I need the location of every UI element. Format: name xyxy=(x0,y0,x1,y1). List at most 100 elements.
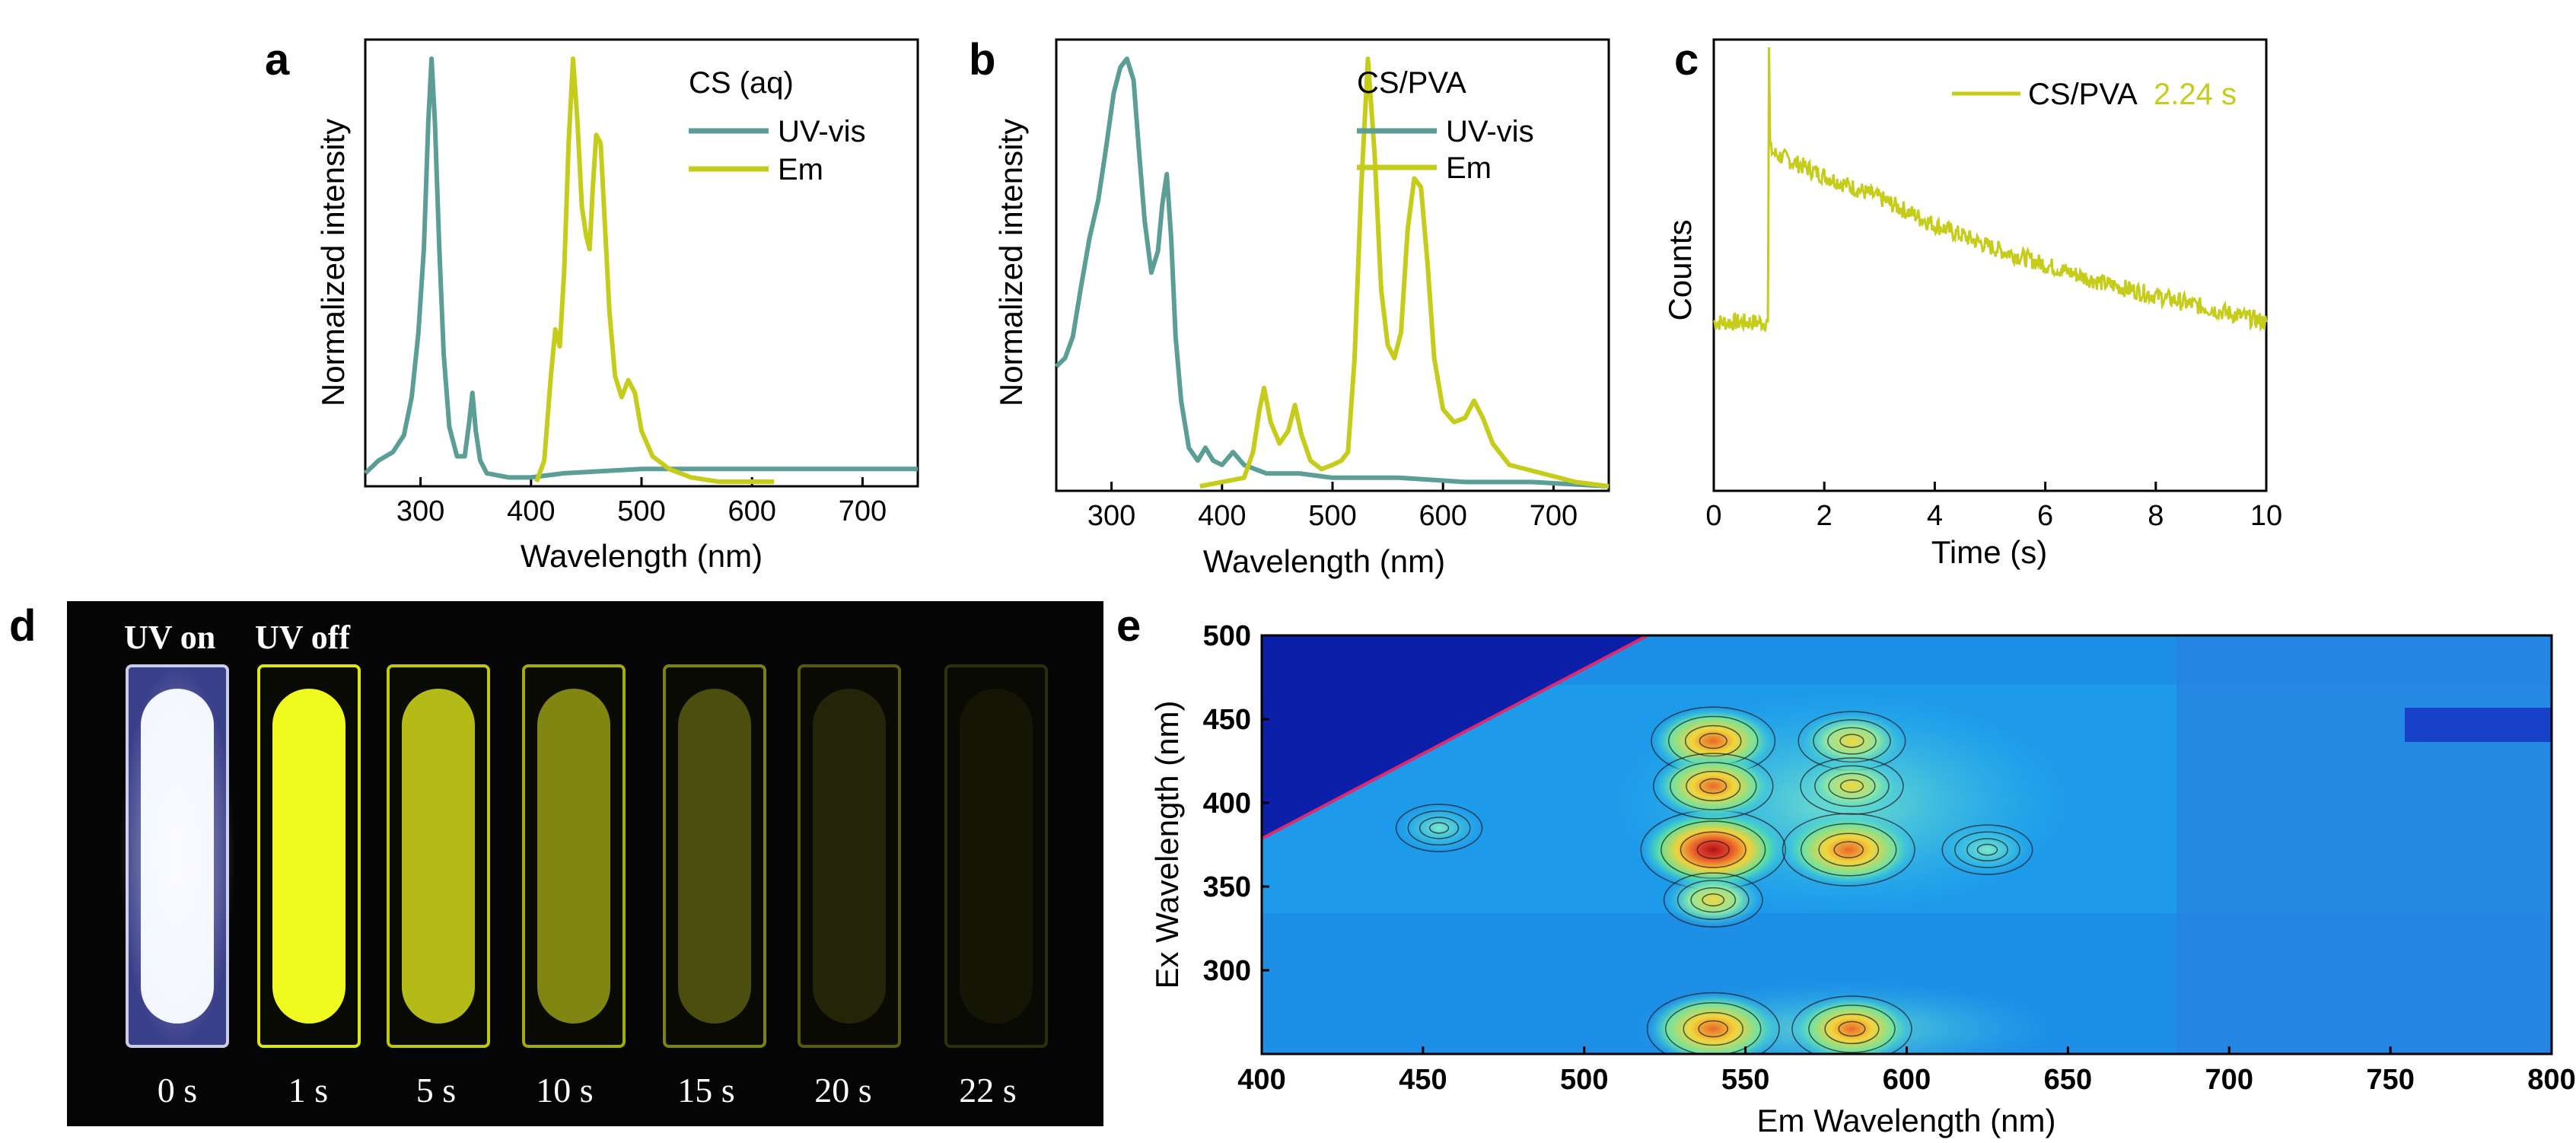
vial-frame xyxy=(944,664,1048,1048)
peak-fill xyxy=(1641,810,1786,890)
peak xyxy=(1646,992,1780,1054)
panel-b: b 300 400 500 600 700 Wavelength (nm) Normal… xyxy=(969,35,1610,579)
peak-fill xyxy=(1782,813,1915,887)
heatmap-area xyxy=(1262,635,2552,1054)
x-tick-label: 550 xyxy=(1721,1064,1769,1096)
peak-contour xyxy=(1828,772,1876,800)
panel-label-b: b xyxy=(969,35,995,84)
panel-label-e: e xyxy=(1116,601,1141,651)
time-label: 10 s xyxy=(536,1071,593,1110)
x-tick-label: 2 xyxy=(1817,500,1832,532)
legend-title-a: CS (aq) xyxy=(689,66,794,100)
x-tick-label: 600 xyxy=(1419,500,1466,532)
x-tick-label: 600 xyxy=(1883,1064,1931,1096)
plot-frame-b xyxy=(1055,38,1610,492)
peak-contour xyxy=(1839,734,1864,748)
x-ticks-a: 300 400 500 600 700 xyxy=(396,477,887,527)
peak-contour xyxy=(1833,841,1864,858)
series-group-a xyxy=(363,56,918,484)
series-line-em xyxy=(534,56,775,484)
y-tick-label: 350 xyxy=(1203,871,1251,903)
x-tick-label: 750 xyxy=(2366,1064,2414,1096)
peak-contour xyxy=(1800,757,1904,815)
x-tick-label: 700 xyxy=(2205,1064,2253,1096)
x-axis-label-a: Wavelength (nm) xyxy=(521,538,763,574)
vial xyxy=(944,664,1048,1048)
peak-contour xyxy=(1791,995,1912,1054)
x-tick-label: 4 xyxy=(1927,500,1943,532)
peak-contour xyxy=(1818,833,1880,867)
time-label: 20 s xyxy=(814,1071,871,1110)
peak-contour xyxy=(1976,843,1998,856)
x-tick-label: 500 xyxy=(617,495,665,527)
legend-label-uvvis-a: UV-vis xyxy=(778,115,866,148)
y-axis-label-e: Ex Wavelength (nm) xyxy=(1149,701,1185,989)
x-tick-label: 400 xyxy=(1198,500,1246,532)
x-tick-label: 400 xyxy=(507,495,555,527)
time-labels: 0 s 1 s 5 s 10 s 15 s 20 s 22 s xyxy=(158,1071,1017,1110)
x-tick-label: 300 xyxy=(396,495,444,527)
peak-contour xyxy=(1686,770,1741,802)
legend-label-em-b: Em xyxy=(1446,151,1492,185)
time-label: 5 s xyxy=(416,1071,456,1110)
photo-header-uv-off: UV off xyxy=(255,619,351,656)
vial xyxy=(522,664,626,1048)
peak xyxy=(1941,824,2033,875)
heatmap-noise-region xyxy=(2176,635,2552,1054)
peak-contour xyxy=(1407,810,1471,846)
peak-contour xyxy=(1653,753,1774,820)
peak-contour xyxy=(1428,822,1450,834)
peak xyxy=(1395,804,1483,852)
peak-contour xyxy=(1824,1013,1880,1045)
panel-label-d: d xyxy=(9,601,36,651)
peak-contour xyxy=(1838,1020,1866,1037)
time-label: 15 s xyxy=(677,1071,734,1110)
peak-contour xyxy=(1699,778,1727,794)
x-ticks-b: 300 400 500 600 700 xyxy=(1087,482,1578,532)
time-label: 22 s xyxy=(959,1071,1016,1110)
x-tick-label: 450 xyxy=(1399,1064,1447,1096)
peak-contour xyxy=(1683,1011,1744,1046)
y-axis-label-a: Normalized intensity xyxy=(315,119,351,406)
legend-label-em-a: Em xyxy=(778,153,823,186)
photo-header-uv-on: UV on xyxy=(124,619,215,656)
peak xyxy=(1782,813,1915,887)
x-tick-label: 500 xyxy=(1560,1064,1608,1096)
series-line-uvvis xyxy=(1054,56,1610,489)
peak-fill xyxy=(1647,992,1779,1054)
vial-film xyxy=(537,689,610,1024)
vial-film xyxy=(272,689,345,1024)
vial xyxy=(387,664,490,1048)
x-tick-label: 400 xyxy=(1237,1064,1285,1096)
x-tick-label: 600 xyxy=(728,495,775,527)
vial xyxy=(798,664,901,1048)
peak-contour xyxy=(1801,823,1897,877)
x-axis-label-b: Wavelength (nm) xyxy=(1203,543,1445,579)
x-tick-label: 0 xyxy=(1705,500,1721,532)
vial-film xyxy=(402,689,475,1024)
panel-e: e 400 450 500 550 600 650 700 750 800 300 350 400 45… xyxy=(1116,601,2576,1138)
peak-contour xyxy=(1665,1002,1762,1054)
peak-contour xyxy=(1699,733,1727,750)
peak-contour xyxy=(1676,880,1750,920)
series-group-b xyxy=(1054,56,1610,489)
panel-d: d UV on UV off 0 s 1 s 5 s 10 s 15 s 20 … xyxy=(9,601,1103,1126)
panel-label-c: c xyxy=(1674,35,1699,84)
peak-contour xyxy=(1966,838,2008,861)
time-label: 1 s xyxy=(288,1071,328,1110)
vial xyxy=(663,664,766,1048)
vial xyxy=(257,664,361,1048)
peak-contour xyxy=(1395,804,1483,852)
peak-group xyxy=(1395,692,2071,1054)
peak-fill xyxy=(1791,996,1912,1054)
x-tick-label: 10 xyxy=(2250,500,2282,532)
legend-lifetime-decay: 2.24 s xyxy=(2154,78,2237,111)
y-tick-label: 500 xyxy=(1203,620,1251,652)
vial-glow xyxy=(119,666,235,1046)
x-tick-label: 8 xyxy=(2148,500,2164,532)
x-tick-label: 700 xyxy=(1530,500,1578,532)
x-axis-label-c: Time (s) xyxy=(1931,534,2047,570)
x-ticks-c: 0 2 4 6 8 10 xyxy=(1705,482,2282,532)
peak-contour xyxy=(1696,840,1730,859)
plot-frame-c xyxy=(1712,38,2268,492)
